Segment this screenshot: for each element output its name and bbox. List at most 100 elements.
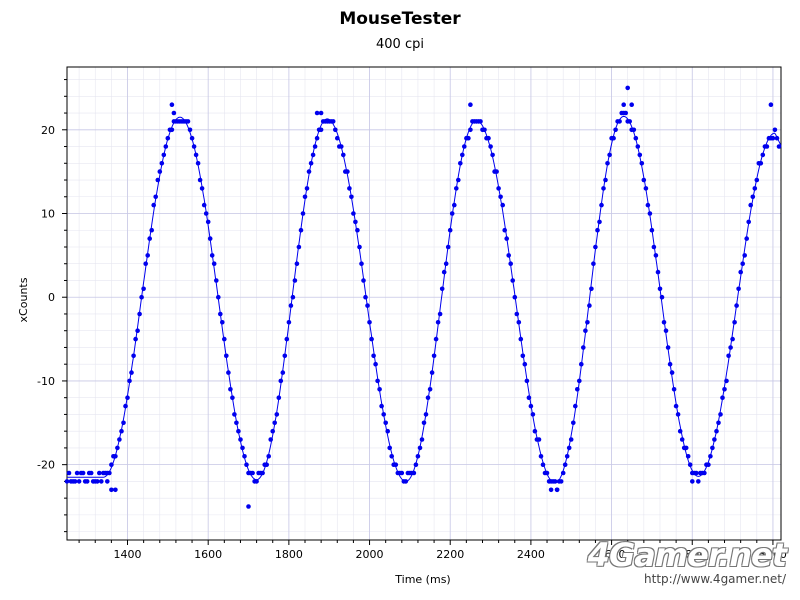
data-point	[137, 311, 142, 317]
fit-line-layer	[67, 115, 782, 484]
data-point	[222, 336, 227, 342]
chart-title: MouseTester	[339, 9, 461, 29]
data-point	[522, 361, 528, 367]
data-point	[724, 378, 729, 384]
data-point	[84, 479, 90, 484]
data-point	[643, 186, 649, 191]
x-tick-label: 2000	[356, 548, 384, 561]
data-point	[139, 294, 144, 300]
data-point	[347, 186, 352, 191]
data-point	[145, 253, 150, 258]
data-point	[88, 470, 94, 476]
data-point	[750, 194, 756, 200]
data-point	[193, 152, 199, 158]
data-point	[456, 177, 461, 183]
data-point	[732, 320, 737, 325]
data-point	[585, 320, 590, 325]
data-point	[151, 202, 156, 208]
y-tick-label: -10	[37, 375, 55, 388]
data-point	[617, 119, 622, 124]
data-point	[458, 161, 463, 166]
data-point	[195, 161, 201, 166]
data-point	[264, 462, 270, 468]
data-point	[516, 320, 522, 325]
data-point	[113, 487, 118, 493]
data-point	[169, 102, 175, 107]
data-point	[536, 437, 542, 442]
data-point	[439, 286, 445, 292]
data-point	[599, 202, 604, 208]
data-point	[679, 437, 685, 442]
data-point	[714, 428, 719, 434]
data-point	[312, 144, 318, 149]
data-point	[663, 328, 669, 334]
watermark: 4Gamer.net http://www.4gamer.net/	[588, 536, 787, 586]
data-point	[702, 470, 707, 476]
data-point	[611, 135, 616, 141]
data-point	[696, 479, 701, 484]
data-point	[335, 135, 340, 141]
data-point	[153, 194, 158, 200]
data-point	[587, 303, 592, 308]
data-point	[625, 85, 630, 91]
data-point	[573, 403, 578, 409]
data-point	[468, 102, 473, 107]
data-point	[314, 110, 320, 116]
data-point	[64, 479, 70, 484]
data-point	[218, 311, 223, 317]
data-point	[242, 454, 247, 459]
data-point	[76, 479, 82, 484]
data-point	[532, 428, 538, 434]
data-point	[276, 395, 282, 401]
data-point	[734, 303, 739, 308]
data-point	[203, 211, 209, 216]
data-point	[649, 227, 655, 233]
data-point	[460, 152, 465, 158]
data-point	[595, 227, 600, 233]
data-point	[647, 211, 653, 216]
data-point	[498, 194, 503, 200]
data-point	[187, 127, 193, 133]
data-point	[690, 479, 695, 484]
data-point	[97, 470, 102, 476]
data-point	[236, 428, 241, 434]
data-point	[165, 135, 171, 141]
data-point	[95, 479, 100, 484]
data-point	[758, 161, 764, 166]
tick-labels: 1400 1600 1800 2000 2200 2400 2600 2800 3000 -20 -…	[37, 124, 787, 561]
data-point	[772, 127, 778, 133]
data-point	[318, 110, 324, 116]
data-point	[671, 387, 677, 392]
data-point	[544, 470, 550, 476]
data-point	[431, 353, 437, 359]
data-point	[375, 378, 380, 384]
data-point	[209, 253, 215, 258]
data-point	[673, 403, 679, 409]
data-point	[488, 144, 493, 149]
plot-frame	[66, 66, 782, 541]
data-point	[149, 227, 154, 233]
data-point	[189, 135, 195, 141]
data-point	[601, 186, 606, 191]
data-point	[512, 294, 518, 300]
data-point	[367, 320, 372, 325]
data-point	[415, 454, 421, 459]
x-axis-label: Time (ms)	[394, 573, 450, 586]
data-point	[363, 294, 368, 300]
data-point	[371, 353, 376, 359]
data-point	[752, 186, 758, 191]
data-point	[339, 144, 344, 149]
data-point	[631, 127, 637, 133]
data-point	[667, 361, 673, 367]
x-tick-label: 2400	[517, 548, 545, 561]
data-point	[655, 269, 661, 275]
data-point	[373, 361, 378, 367]
data-point	[718, 412, 723, 417]
data-point	[314, 135, 320, 141]
data-point	[135, 328, 140, 334]
x-tick-label: 1800	[275, 548, 303, 561]
data-point	[308, 161, 314, 166]
data-point	[244, 462, 249, 468]
data-point	[764, 144, 770, 149]
data-point	[125, 395, 130, 401]
